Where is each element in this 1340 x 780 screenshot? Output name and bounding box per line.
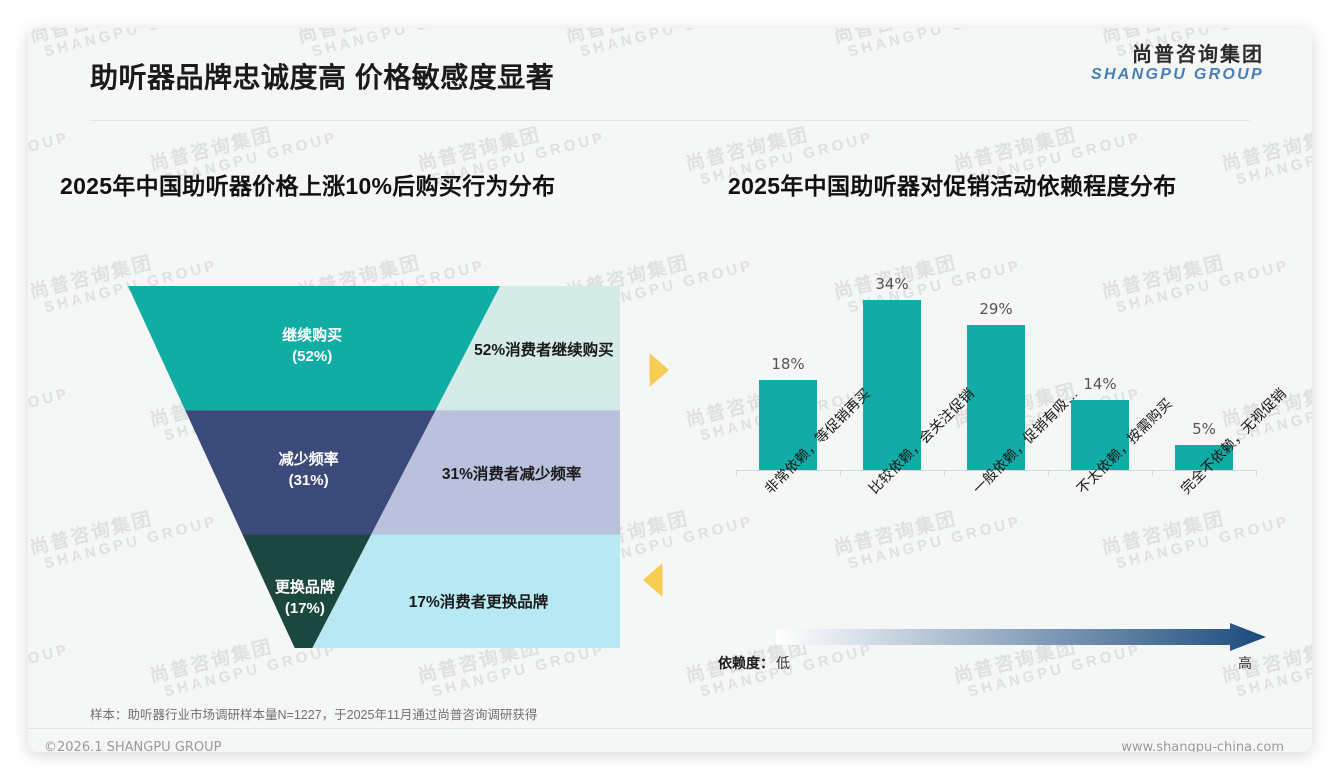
bar-value-label: 5%	[1192, 420, 1216, 438]
bar-column[interactable]: 29%	[967, 238, 1025, 470]
funnel-band-text: 31%消费者减少频率	[441, 466, 582, 484]
bar-rect[interactable]	[1175, 445, 1233, 470]
bar-chart: 18% 34% 29% 14% 5% 非常依赖，等促销再买 比较依赖，会关注促销 一般依赖，…	[718, 238, 1289, 638]
funnel-segment[interactable]	[242, 534, 372, 648]
funnel-info-band	[435, 286, 620, 411]
bar-column[interactable]: 18%	[759, 238, 817, 470]
x-axis-tick	[1048, 470, 1049, 476]
bar-rect[interactable]	[967, 325, 1025, 470]
bar-value-label: 18%	[771, 355, 805, 373]
brand-logo: 尚普咨询集团 SHANGPU GROUP	[1091, 44, 1264, 84]
bar-rect[interactable]	[863, 300, 921, 470]
bar-value-label: 14%	[1083, 375, 1117, 393]
x-axis-tick	[944, 470, 945, 476]
gradient-arrow-icon	[776, 623, 1266, 651]
page-title: 助听器品牌忠诚度高 价格敏感度显著	[90, 62, 555, 93]
bar-rect[interactable]	[1071, 400, 1129, 470]
footer-divider	[28, 728, 1312, 729]
triangle-left-icon	[643, 563, 663, 597]
header-divider	[90, 120, 1250, 121]
bar-rect[interactable]	[759, 380, 817, 470]
slide-header: 助听器品牌忠诚度高 价格敏感度显著 尚普咨询集团 SHANGPU GROUP	[28, 28, 1312, 122]
bar-value-label: 29%	[979, 300, 1013, 318]
funnel-band-text: 17%消费者更换品牌	[408, 594, 549, 612]
triangle-right-icon	[649, 353, 669, 387]
bar-value-label: 34%	[875, 275, 909, 293]
legend-high-label: 高	[1238, 655, 1252, 671]
x-axis-tick	[1256, 470, 1257, 476]
x-axis-tick	[840, 470, 841, 476]
funnel-info-band	[312, 534, 620, 648]
x-axis-tick	[736, 470, 737, 476]
dependence-legend: 依赖度： 低 高	[718, 623, 1278, 678]
bar-plot-area: 18% 34% 29% 14% 5%	[736, 238, 1256, 470]
funnel-chart: 继续购买 (52%) 52%消费者继续购买 减少频率 (31%) 31%消费者减少频率 更换…	[60, 228, 680, 648]
copyright-text: ©2026.1 SHANGPU GROUP	[44, 740, 222, 752]
logo-english-text: SHANGPU GROUP	[1090, 66, 1264, 84]
logo-chinese-text: 尚普咨询集团	[1132, 44, 1264, 66]
legend-title: 依赖度：	[718, 655, 774, 671]
website-link[interactable]: www.shangpu-china.com	[1121, 740, 1284, 752]
sample-footnote: 样本：助听器行业市场调研样本量N=1227，于2025年11月通过尚普咨询调研获…	[90, 708, 538, 722]
funnel-info-band	[371, 410, 620, 535]
x-axis-line	[736, 470, 1256, 471]
left-chart-title: 2025年中国助听器价格上涨10%后购买行为分布	[60, 173, 556, 199]
funnel-segment[interactable]	[128, 286, 500, 411]
bar-column[interactable]: 34%	[863, 238, 921, 470]
gradient-arrow-shape	[776, 623, 1266, 651]
right-chart-title: 2025年中国助听器对促销活动依赖程度分布	[728, 173, 1177, 199]
bar-column[interactable]: 5%	[1175, 238, 1233, 470]
bar-column[interactable]: 14%	[1071, 238, 1129, 470]
funnel-segment[interactable]	[185, 410, 436, 535]
funnel-svg	[128, 286, 669, 648]
funnel-band-text: 52%消费者继续购买	[474, 342, 614, 360]
legend-low-label: 低	[776, 655, 790, 671]
x-axis-tick	[1152, 470, 1153, 476]
